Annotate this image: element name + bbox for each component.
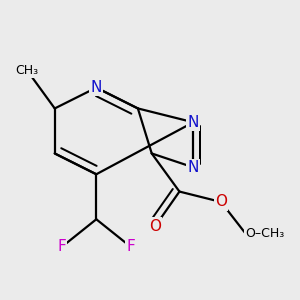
Text: F: F [57,239,66,254]
Text: O: O [215,194,227,209]
Text: F: F [127,239,135,254]
Text: N: N [188,160,199,175]
Text: CH₃: CH₃ [16,64,39,77]
Text: O–CH₃: O–CH₃ [245,226,284,240]
Text: N: N [188,115,199,130]
Text: N: N [91,80,102,95]
Text: O: O [149,219,161,234]
